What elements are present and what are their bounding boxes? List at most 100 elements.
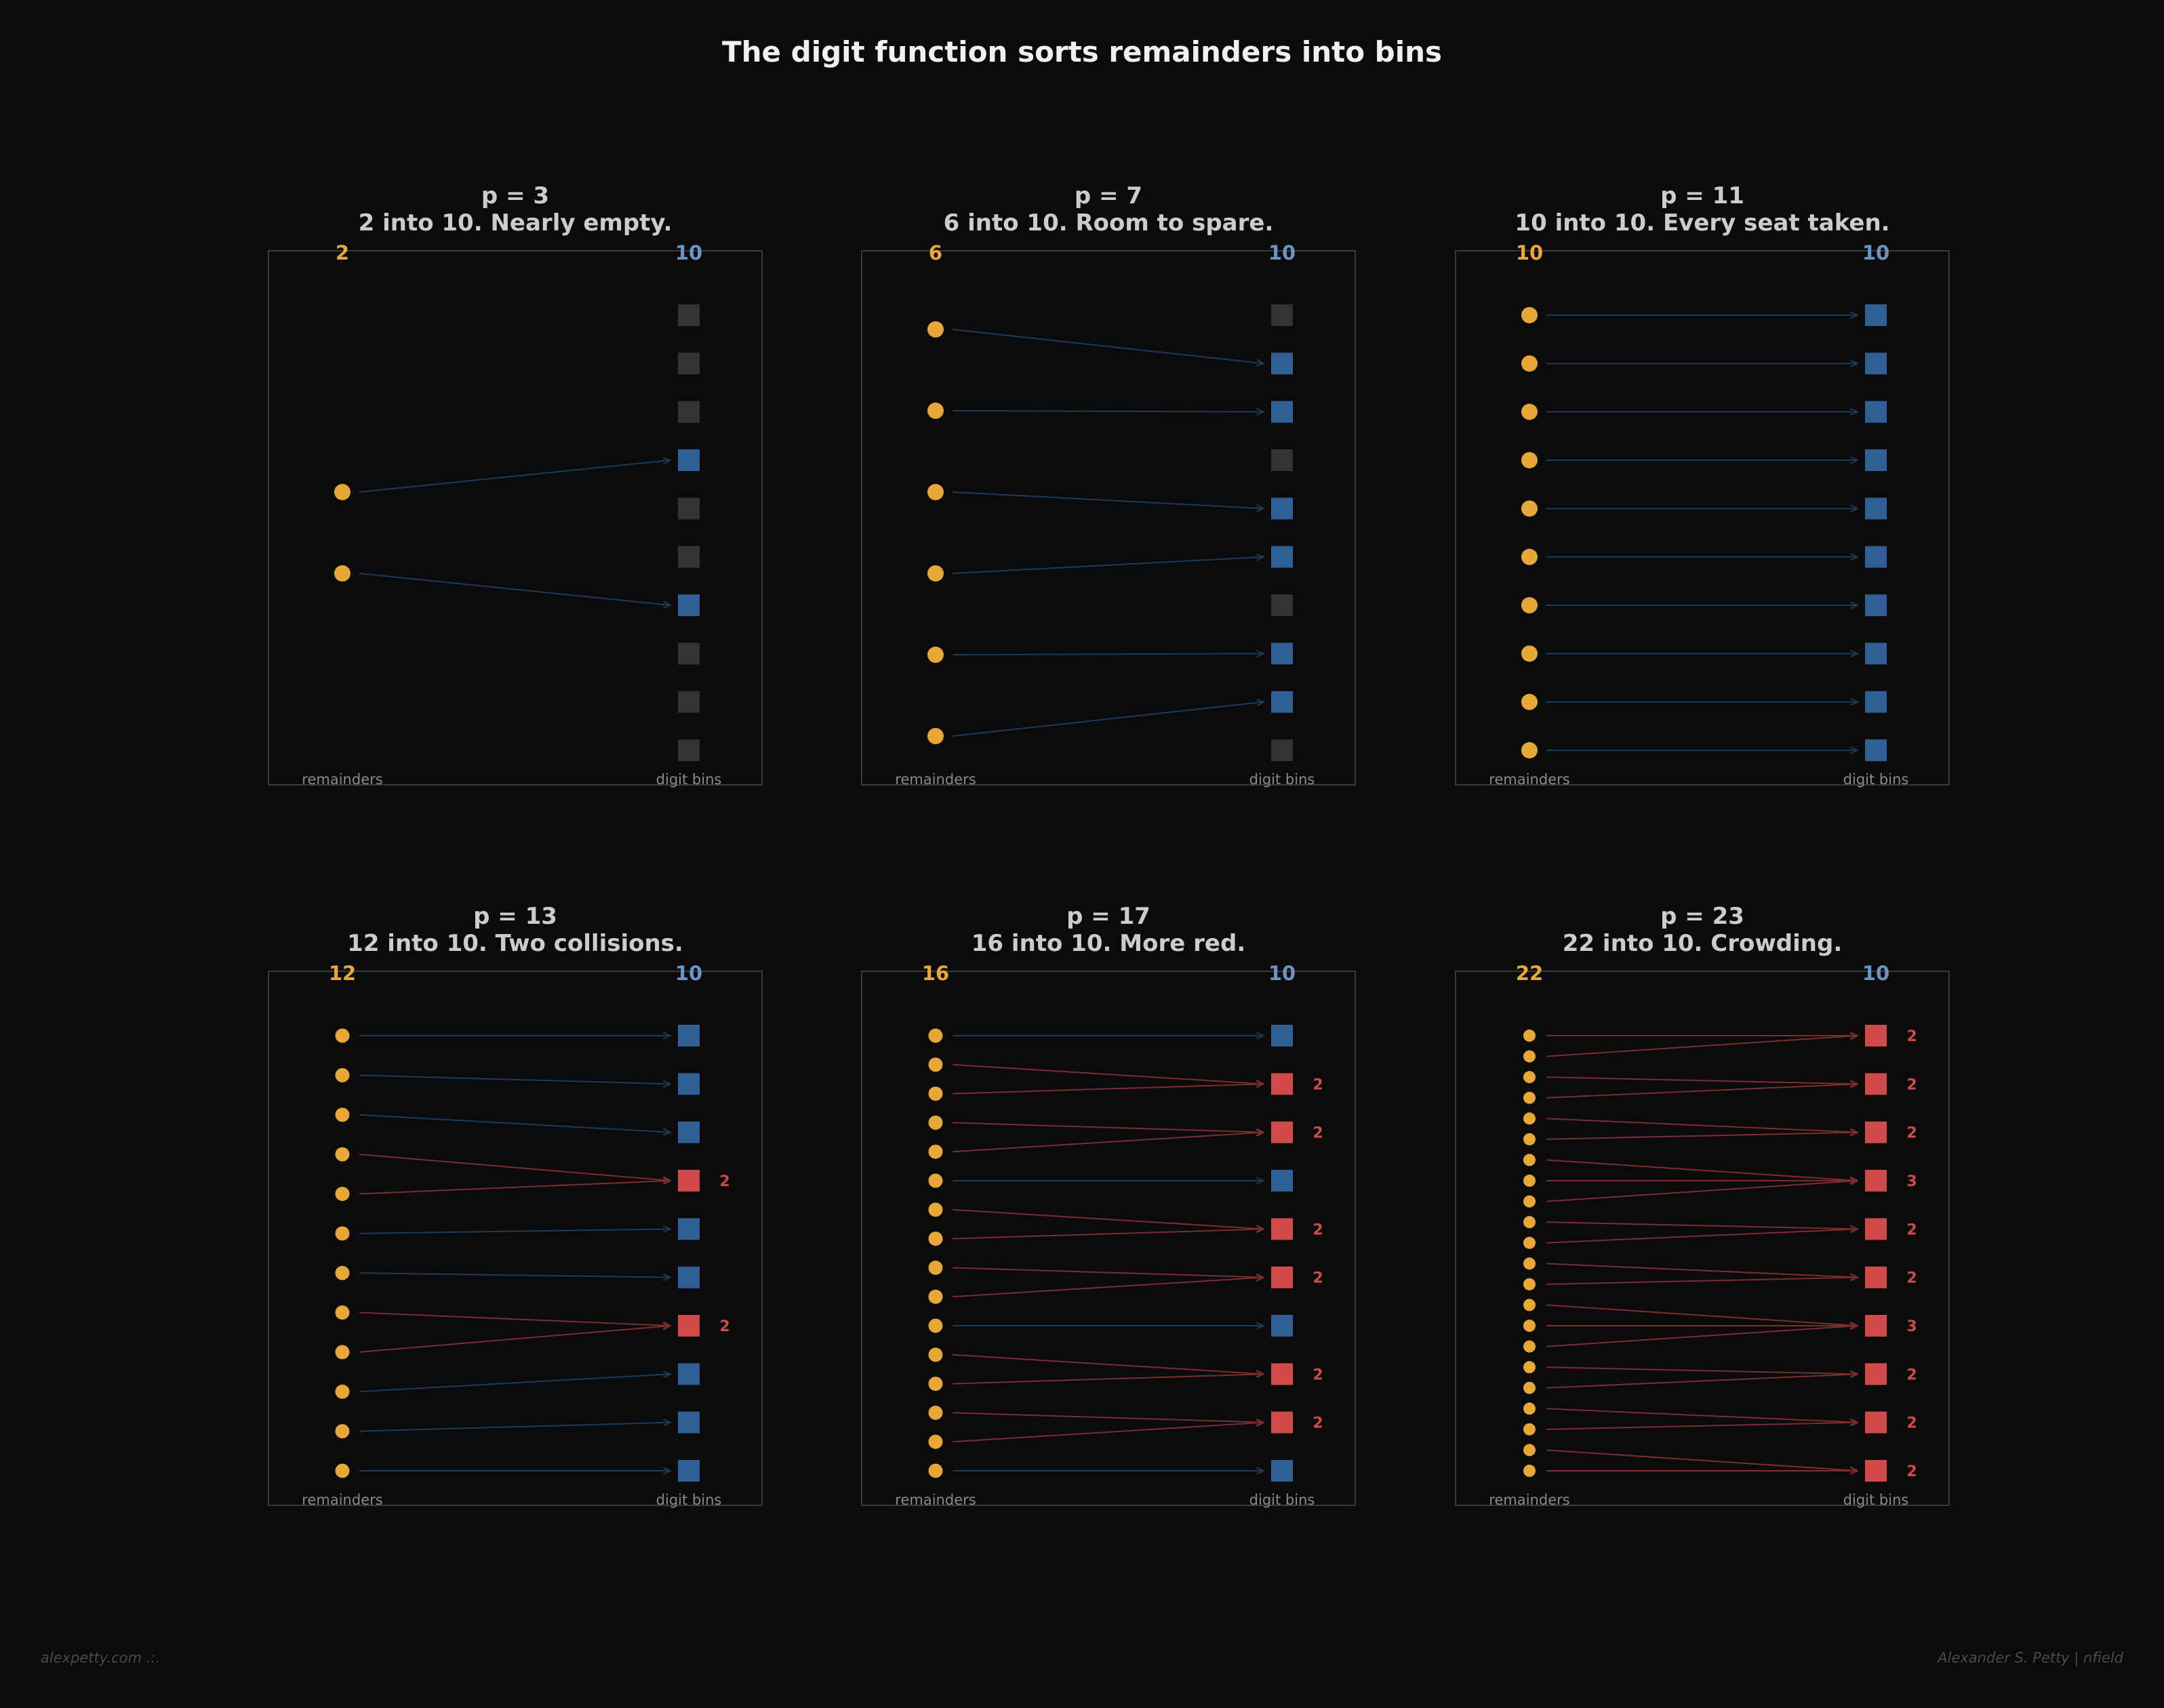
digit-bin <box>678 546 700 568</box>
digit-bin <box>1271 1411 1293 1434</box>
panel-heading: p = 17 <box>1066 903 1150 930</box>
mapping-arrow <box>1546 1084 1858 1099</box>
remainders-axis-label: remainders <box>302 1492 382 1508</box>
mapping-arrow <box>1546 1133 1858 1140</box>
digit-bin <box>1271 1025 1293 1046</box>
panel-frame <box>861 250 1356 786</box>
remainders-axis-label: remainders <box>895 771 976 788</box>
remainder-dot <box>927 647 944 663</box>
digit-bins-axis-label: digit bins <box>1843 771 1909 788</box>
digit-bin <box>1271 449 1293 471</box>
remainders-axis-label: remainders <box>1489 1492 1569 1508</box>
remainder-dot <box>928 1028 943 1043</box>
collision-count-label: 2 <box>719 1173 729 1190</box>
mapping-arrow <box>952 1122 1264 1132</box>
remainder-dot <box>334 484 350 500</box>
remainder-dot <box>928 1232 943 1246</box>
digit-bins-axis-label: digit bins <box>656 1492 722 1508</box>
remainder-dot <box>927 565 944 582</box>
remainder-count-label: 16 <box>922 962 949 985</box>
mapping-arrow <box>1546 1229 1858 1244</box>
digit-bin <box>678 449 700 471</box>
digit-bin <box>678 304 700 326</box>
panel-subtitle: 2 into 10. Nearly empty. <box>359 209 673 237</box>
panel-frame <box>1455 971 1950 1506</box>
remainder-dot <box>335 1068 350 1082</box>
mapping-arrow <box>1546 1304 1858 1326</box>
remainder-dot <box>928 1434 943 1449</box>
digit-bins-axis-label: digit bins <box>1249 771 1315 788</box>
collision-count-label: 2 <box>1906 1415 1917 1432</box>
collision-count-label: 2 <box>1313 1366 1323 1383</box>
collision-count-label: 2 <box>1906 1076 1917 1093</box>
remainder-dot <box>927 484 944 500</box>
collision-count-label: 2 <box>1313 1125 1323 1142</box>
digit-bin <box>678 643 700 665</box>
panel-heading: p = 3 <box>481 182 549 209</box>
remainder-dot <box>928 1318 943 1333</box>
remainder-dot <box>1523 1340 1536 1353</box>
remainder-count-label: 22 <box>1516 962 1543 985</box>
panel-frame <box>1455 250 1950 786</box>
mapping-arrow <box>952 1278 1264 1298</box>
digit-bin <box>1865 643 1887 665</box>
page-title: The digit function sorts remainders into… <box>721 35 1443 68</box>
mapping-arrow <box>1546 1076 1858 1084</box>
remainder-dot <box>1521 742 1538 758</box>
remainder-dot <box>927 321 944 338</box>
remainder-dot <box>928 1144 943 1159</box>
bin-count-label: 10 <box>1862 241 1889 264</box>
digit-bin <box>1865 1121 1887 1143</box>
collision-count-label: 2 <box>1906 1366 1917 1383</box>
remainder-count-label: 2 <box>336 241 349 264</box>
bin-count-label: 10 <box>675 241 702 264</box>
panel-1: p = 32 into 10. Nearly empty. 2 10 remainde… <box>268 182 763 788</box>
remainder-dot <box>335 1305 350 1320</box>
mapping-arrow <box>359 1154 670 1181</box>
collision-count-label: 2 <box>1906 1125 1917 1142</box>
remainder-dot <box>1523 1195 1536 1208</box>
mapping-arrow <box>359 1326 670 1353</box>
remainder-dot <box>927 728 944 744</box>
digit-bin <box>678 497 700 520</box>
digit-bin <box>1271 594 1293 616</box>
mapping-arrow <box>359 460 670 493</box>
digit-bin <box>1271 1363 1293 1385</box>
collision-count-label: 2 <box>1906 1028 1917 1045</box>
remainder-dot <box>928 1173 943 1188</box>
mapping-arrow <box>359 1181 670 1195</box>
remainders-axis-label: remainders <box>1489 771 1569 788</box>
remainder-dot <box>1523 1030 1536 1042</box>
panel-heading: p = 11 <box>1660 182 1744 209</box>
mapping-arrow <box>952 557 1264 574</box>
remainder-dot <box>1521 452 1538 468</box>
mapping-arrow <box>952 491 1264 508</box>
mapping-arrow <box>952 329 1264 363</box>
digit-bin <box>678 1121 700 1143</box>
mapping-arrow <box>952 1063 1264 1084</box>
digit-bin <box>1865 594 1887 616</box>
remainder-dot <box>1523 1112 1536 1125</box>
digit-bin <box>678 1315 700 1337</box>
digit-bin <box>1271 1460 1293 1482</box>
remainder-dot <box>1523 1050 1536 1063</box>
digit-bin <box>1865 352 1887 375</box>
mapping-arrow <box>952 1133 1264 1153</box>
mapping-arrow <box>1546 1263 1858 1277</box>
panel-frame <box>268 250 763 786</box>
collision-count-label: 2 <box>1313 1221 1323 1238</box>
mapping-arrow <box>1546 1159 1858 1181</box>
mapping-arrow <box>952 1354 1264 1375</box>
panel-frame <box>861 971 1356 1506</box>
collision-count-label: 2 <box>1906 1463 1917 1480</box>
digit-bin <box>1271 739 1293 761</box>
mapping-arrow <box>1546 1181 1858 1202</box>
panel-2: p = 76 into 10. Room to spare.6 10 remaind… <box>861 182 1356 788</box>
remainder-dot <box>1521 355 1538 372</box>
mapping-arrow <box>359 573 670 605</box>
digit-bin <box>1271 643 1293 665</box>
remainder-dot <box>928 1202 943 1217</box>
digit-bin <box>678 594 700 616</box>
